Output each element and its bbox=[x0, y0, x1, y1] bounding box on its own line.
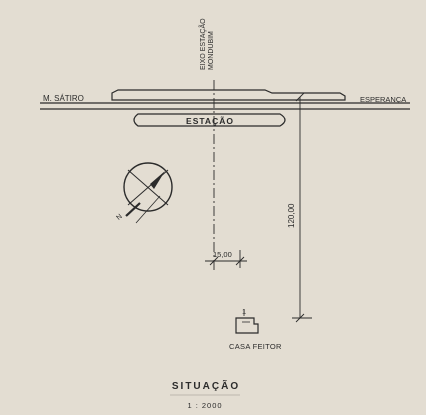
right-station-label: ESPERANÇA bbox=[360, 95, 406, 104]
building-label: CASA FEITOR bbox=[229, 342, 282, 351]
marker-label: 1 bbox=[242, 307, 246, 316]
left-station-label: M. SÁTIRO bbox=[43, 94, 84, 103]
station-platform bbox=[133, 113, 286, 127]
north-label: N bbox=[115, 213, 123, 222]
axis-label: EIXO ESTAÇÃO MONDUBIM bbox=[198, 18, 215, 70]
railway-tracks bbox=[40, 102, 410, 110]
dim-horizontal-label: 15,00 bbox=[213, 250, 232, 259]
dim-vertical-text: 120,00 bbox=[287, 203, 296, 228]
horizontal-dimension bbox=[205, 250, 247, 268]
vertical-dimension bbox=[292, 92, 312, 323]
axis-label-line2: MONDUBIM bbox=[208, 31, 215, 70]
axis-label-line1: EIXO ESTAÇÃO bbox=[198, 18, 207, 70]
north-arrow-icon bbox=[123, 162, 173, 224]
vertical-dimension-label: 120,00 bbox=[287, 203, 296, 228]
title-label: SITUAÇÃO bbox=[172, 379, 240, 392]
scale-label: 1 : 2000 bbox=[187, 401, 222, 410]
upper-platform bbox=[111, 89, 346, 101]
casa-feitor-building bbox=[235, 309, 259, 334]
platform-label: ESTAÇÃO bbox=[186, 116, 234, 126]
